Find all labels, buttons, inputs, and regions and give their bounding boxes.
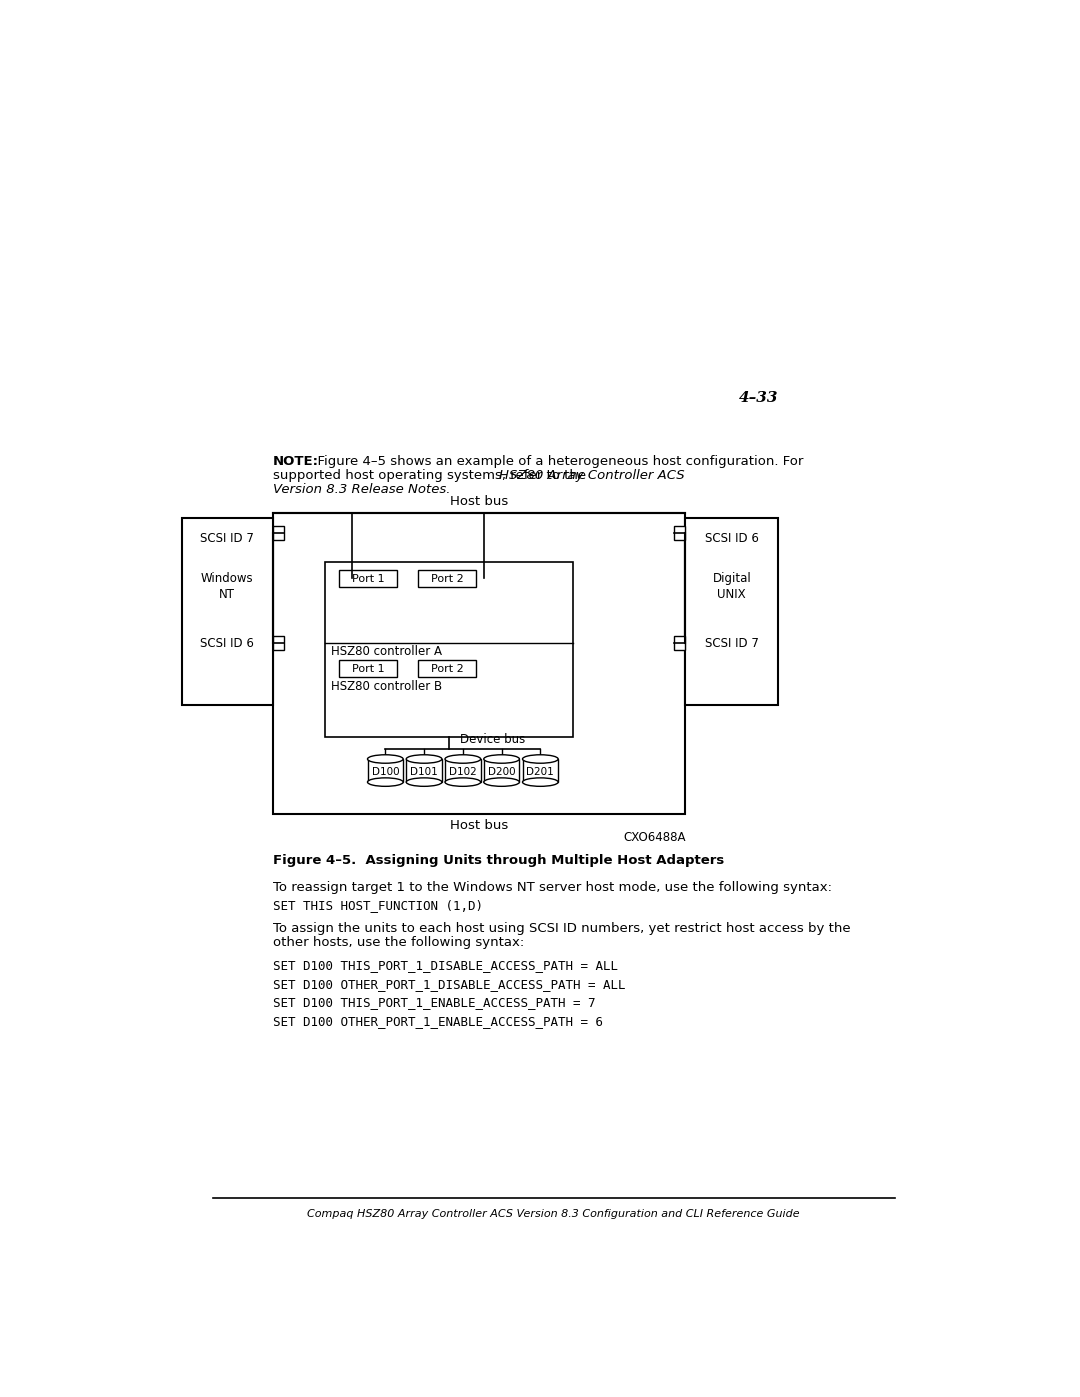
Text: 4–33: 4–33 xyxy=(739,391,779,405)
Bar xyxy=(685,518,779,705)
Text: Figure 4–5.  Assigning Units through Multiple Host Adapters: Figure 4–5. Assigning Units through Mult… xyxy=(273,855,725,868)
Bar xyxy=(367,759,403,782)
Text: HSZ80 Array Controller ACS: HSZ80 Array Controller ACS xyxy=(499,469,685,482)
Text: other hosts, use the following syntax:: other hosts, use the following syntax: xyxy=(273,936,524,949)
Bar xyxy=(339,659,397,676)
Bar xyxy=(339,570,397,587)
Ellipse shape xyxy=(445,754,481,763)
Ellipse shape xyxy=(367,778,403,787)
Text: SET D100 THIS_PORT_1_ENABLE_ACCESS_PATH = 7: SET D100 THIS_PORT_1_ENABLE_ACCESS_PATH … xyxy=(273,996,595,1009)
Bar xyxy=(523,759,558,782)
Text: SCSI ID 6: SCSI ID 6 xyxy=(705,532,758,545)
Bar xyxy=(484,759,519,782)
Text: Host bus: Host bus xyxy=(450,495,509,509)
Text: SCSI ID 7: SCSI ID 7 xyxy=(200,532,254,545)
Bar xyxy=(181,518,273,705)
Text: D200: D200 xyxy=(488,767,515,777)
Text: Digital
UNIX: Digital UNIX xyxy=(713,571,751,601)
Text: NOTE:: NOTE: xyxy=(273,455,319,468)
Text: HSZ80 controller A: HSZ80 controller A xyxy=(332,645,442,658)
Text: SET D100 OTHER_PORT_1_DISABLE_ACCESS_PATH = ALL: SET D100 OTHER_PORT_1_DISABLE_ACCESS_PAT… xyxy=(273,978,625,990)
Bar xyxy=(273,525,284,539)
Bar xyxy=(273,513,685,814)
Text: SCSI ID 7: SCSI ID 7 xyxy=(705,637,758,651)
Text: To assign the units to each host using SCSI ID numbers, yet restrict host access: To assign the units to each host using S… xyxy=(273,922,851,935)
Text: Device bus: Device bus xyxy=(460,733,526,746)
Text: Port 2: Port 2 xyxy=(431,574,463,584)
Text: To reassign target 1 to the Windows NT server host mode, use the following synta: To reassign target 1 to the Windows NT s… xyxy=(273,880,832,894)
Bar xyxy=(418,570,476,587)
Bar xyxy=(445,759,481,782)
Ellipse shape xyxy=(523,778,558,787)
Ellipse shape xyxy=(484,754,519,763)
Text: D101: D101 xyxy=(410,767,438,777)
Bar xyxy=(674,636,685,650)
Text: Port 1: Port 1 xyxy=(352,664,384,673)
Ellipse shape xyxy=(484,778,519,787)
Text: Host bus: Host bus xyxy=(450,819,509,833)
Bar xyxy=(406,759,442,782)
Bar xyxy=(273,636,284,650)
Ellipse shape xyxy=(406,778,442,787)
Text: SET D100 THIS_PORT_1_DISABLE_ACCESS_PATH = ALL: SET D100 THIS_PORT_1_DISABLE_ACCESS_PATH… xyxy=(273,960,618,972)
Ellipse shape xyxy=(523,754,558,763)
Text: D201: D201 xyxy=(526,767,554,777)
Text: Port 1: Port 1 xyxy=(352,574,384,584)
Ellipse shape xyxy=(445,778,481,787)
Text: SCSI ID 6: SCSI ID 6 xyxy=(200,637,254,651)
Text: Windows
NT: Windows NT xyxy=(201,571,254,601)
Text: supported host operating systems, refer to the: supported host operating systems, refer … xyxy=(273,469,591,482)
Text: HSZ80 controller B: HSZ80 controller B xyxy=(332,680,442,693)
Text: D102: D102 xyxy=(449,767,476,777)
Bar xyxy=(674,525,685,539)
Text: CXO6488A: CXO6488A xyxy=(623,831,686,844)
Text: Figure 4–5 shows an example of a heterogeneous host configuration. For: Figure 4–5 shows an example of a heterog… xyxy=(309,455,802,468)
Bar xyxy=(418,659,476,676)
Text: SET D100 OTHER_PORT_1_ENABLE_ACCESS_PATH = 6: SET D100 OTHER_PORT_1_ENABLE_ACCESS_PATH… xyxy=(273,1014,603,1028)
Bar xyxy=(325,562,572,738)
Text: Compaq HSZ80 Array Controller ACS Version 8.3 Configuration and CLI Reference Gu: Compaq HSZ80 Array Controller ACS Versio… xyxy=(307,1208,800,1218)
Ellipse shape xyxy=(367,754,403,763)
Text: SET THIS HOST_FUNCTION (1,D): SET THIS HOST_FUNCTION (1,D) xyxy=(273,900,483,912)
Text: Version 8.3 Release Notes.: Version 8.3 Release Notes. xyxy=(273,482,450,496)
Ellipse shape xyxy=(406,754,442,763)
Text: D100: D100 xyxy=(372,767,400,777)
Text: Port 2: Port 2 xyxy=(431,664,463,673)
